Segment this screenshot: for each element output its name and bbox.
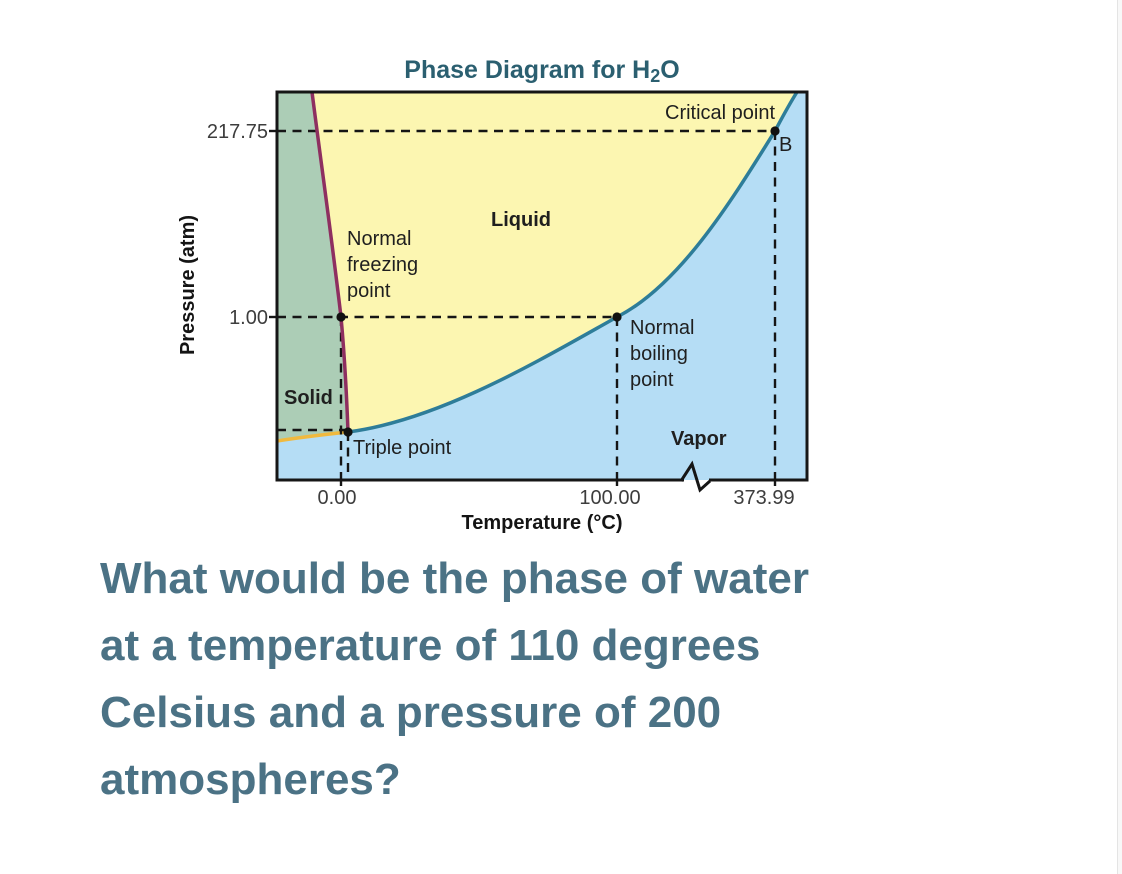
- normal-freezing-point-dot: [336, 312, 346, 322]
- right-edge-strip: [1118, 0, 1122, 874]
- dashed-guides: [277, 129, 777, 480]
- axis-ticks: [269, 129, 777, 486]
- fusion-curve: [310, 91, 350, 433]
- normal-boiling-point-label: Normal boiling point: [630, 317, 695, 391]
- critical-point-letter-label: B: [779, 134, 793, 156]
- critical-point-label: Critical point: [665, 102, 776, 124]
- plot-border: [275, 90, 809, 482]
- triple-point-label: Triple point: [353, 437, 452, 459]
- vaporization-curve: [347, 91, 799, 434]
- diagram-title-text: Phase Diagram for H: [404, 56, 651, 84]
- diagram-title-suffix: O: [660, 56, 680, 84]
- ytick-217-75: 217.75: [206, 121, 268, 143]
- triple-point-dot: [343, 427, 353, 437]
- xtick-373-99: 373.99: [733, 487, 795, 509]
- liquid-region: [312, 92, 797, 432]
- liquid-region-label: Liquid: [491, 209, 551, 231]
- question-line-4: atmospheres?: [100, 755, 401, 804]
- axis-break-zigzag-icon: [679, 460, 712, 493]
- diagram-title-subscript: 2: [650, 65, 661, 86]
- question-line-1: What would be the phase of water: [100, 554, 809, 603]
- critical-point-dot: [770, 126, 780, 136]
- ytick-1-00: 1.00: [229, 307, 268, 329]
- question-text: What would be the phase of water at a te…: [100, 545, 809, 813]
- y-axis-title: Pressure (atm): [177, 214, 199, 356]
- question-line-2: at a temperature of 110 degrees: [100, 621, 761, 670]
- solid-region: [277, 92, 348, 441]
- xtick-0-00: 0.00: [317, 487, 357, 509]
- right-edge-divider: [1117, 0, 1118, 874]
- x-axis-title: Temperature (°C): [461, 512, 623, 534]
- phase-diagram-plot: [269, 90, 809, 493]
- xtick-100-00: 100.00: [579, 487, 641, 509]
- vapor-region-label: Vapor: [671, 428, 727, 450]
- normal-freezing-point-label: Normal freezing point: [347, 228, 419, 302]
- normal-boiling-point-dot: [612, 312, 622, 322]
- solid-region-label: Solid: [284, 387, 333, 409]
- question-line-3: Celsius and a pressure of 200: [100, 688, 722, 737]
- diagram-title: Phase Diagram for H2O: [277, 56, 807, 86]
